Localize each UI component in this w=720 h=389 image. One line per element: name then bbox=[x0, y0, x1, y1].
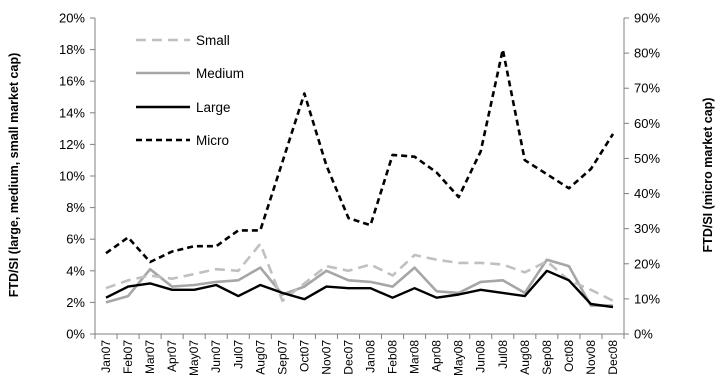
x-tick-label: Mar07 bbox=[143, 340, 157, 374]
left-tick-label: 8% bbox=[66, 200, 85, 215]
legend: Small Medium Large Micro bbox=[136, 33, 244, 148]
legend-label-medium: Medium bbox=[196, 66, 244, 81]
right-tick-label: 80% bbox=[634, 46, 660, 61]
left-tick-label: 2% bbox=[66, 295, 85, 310]
right-tick-label: 30% bbox=[634, 221, 660, 236]
right-tick-label: 20% bbox=[634, 256, 660, 271]
right-tick-label: 10% bbox=[634, 291, 660, 306]
x-tick-label: Apr08 bbox=[430, 340, 444, 372]
left-tick-label: 0% bbox=[66, 327, 85, 342]
x-tick-label: May08 bbox=[452, 340, 466, 376]
x-tick-label: Aug08 bbox=[518, 340, 532, 375]
x-tick-label: Jan07 bbox=[99, 340, 113, 373]
legend-label-micro: Micro bbox=[196, 133, 229, 148]
x-tick-label: Dec08 bbox=[606, 340, 620, 375]
left-axis-title: FTD/SI (large, medium, small market cap) bbox=[7, 53, 21, 298]
x-tick-label: Jun08 bbox=[474, 340, 488, 373]
x-tick-label: Mar08 bbox=[408, 340, 422, 374]
x-tick-label: Apr07 bbox=[165, 340, 179, 372]
x-tick-label: May07 bbox=[187, 340, 201, 376]
x-tick-label: Jul08 bbox=[496, 340, 510, 369]
x-tick-label: Jul07 bbox=[231, 340, 245, 369]
right-axis-ticks: 0% 10% 20% 30% 40% 50% 60% 70% 80% 90% bbox=[624, 11, 660, 342]
right-tick-label: 50% bbox=[634, 151, 660, 166]
x-tick-label: Oct08 bbox=[562, 340, 576, 372]
right-tick-label: 90% bbox=[634, 11, 660, 26]
x-tick-label: Feb08 bbox=[386, 340, 400, 374]
left-tick-label: 12% bbox=[59, 137, 85, 152]
series-small-line bbox=[105, 242, 614, 303]
left-tick-label: 4% bbox=[66, 263, 85, 278]
right-tick-label: 60% bbox=[634, 116, 660, 131]
right-tick-label: 70% bbox=[634, 81, 660, 96]
x-tick-label: Jun07 bbox=[209, 340, 223, 373]
left-tick-label: 16% bbox=[59, 74, 85, 89]
legend-label-large: Large bbox=[196, 100, 231, 115]
x-tick-label: Sep07 bbox=[275, 340, 289, 375]
left-tick-label: 14% bbox=[59, 105, 85, 120]
left-tick-label: 20% bbox=[59, 11, 85, 26]
left-axis-ticks: 0% 2% 4% 6% 8% 10% 12% 14% 16% 18% 20% bbox=[59, 11, 95, 342]
x-tick-label: Aug07 bbox=[253, 340, 267, 375]
x-tick-label: Feb07 bbox=[121, 340, 135, 374]
x-tick-label: Nov08 bbox=[584, 340, 598, 375]
x-axis-ticks: Jan07 Feb07 Mar07 Apr07 May07 Jun07 Jul07 Aug07… bbox=[94, 334, 625, 376]
left-tick-label: 18% bbox=[59, 42, 85, 57]
x-tick-label: Sep08 bbox=[540, 340, 554, 375]
x-tick-label: Jan08 bbox=[364, 340, 378, 373]
series-medium-line bbox=[105, 258, 613, 307]
left-tick-label: 10% bbox=[59, 169, 85, 184]
x-tick-label: Dec07 bbox=[341, 340, 355, 375]
x-tick-label: Oct07 bbox=[297, 340, 311, 372]
series-large-line bbox=[105, 269, 614, 309]
x-tick-label: Nov07 bbox=[319, 340, 333, 375]
series-micro-line bbox=[105, 48, 615, 264]
right-axis-title: FTD/SI (micro market cap) bbox=[701, 98, 715, 253]
left-tick-label: 6% bbox=[66, 232, 85, 247]
series-lines bbox=[105, 48, 615, 309]
legend-label-small: Small bbox=[196, 33, 230, 48]
right-tick-label: 40% bbox=[634, 186, 660, 201]
right-tick-label: 0% bbox=[634, 327, 653, 342]
